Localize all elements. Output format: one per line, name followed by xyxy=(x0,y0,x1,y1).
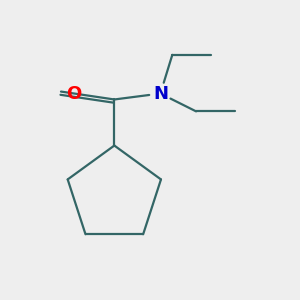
Text: O: O xyxy=(67,85,82,103)
Text: N: N xyxy=(153,85,168,103)
